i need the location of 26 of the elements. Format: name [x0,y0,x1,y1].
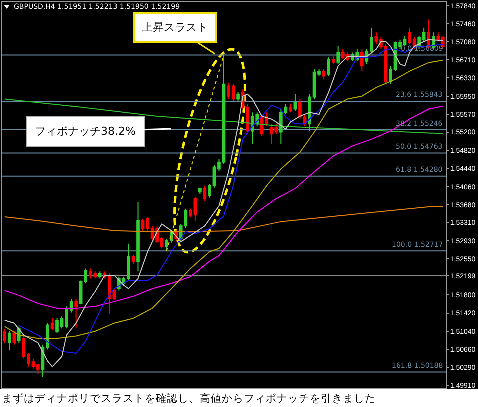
candlestick [74,298,78,330]
candlestick [8,330,12,352]
candlestick [203,185,207,202]
candlestick [298,98,302,120]
candlestick [289,104,292,114]
candlestick [98,271,102,280]
candlestick [284,104,288,116]
annotation: フィボナッチ38.2% [35,125,136,138]
candlestick [50,318,54,332]
candlestick [136,202,140,272]
candlestick [327,57,330,77]
candlestick [236,92,240,102]
annotation: 上昇スラスト [142,21,208,34]
candlestick [322,69,326,80]
candlestick [198,187,202,195]
candlestick [336,46,340,65]
line-series [4,98,444,134]
candlestick [12,330,16,346]
candlestick [280,108,283,145]
candlestick [3,329,7,344]
candlestick [294,94,298,112]
line-series [4,106,444,309]
candlestick [132,254,136,264]
line-series [4,206,444,232]
text: まずはディナポリでスラストを確認し、高値からフィボナッチを引きました [2,392,376,405]
candlestick [332,54,336,65]
